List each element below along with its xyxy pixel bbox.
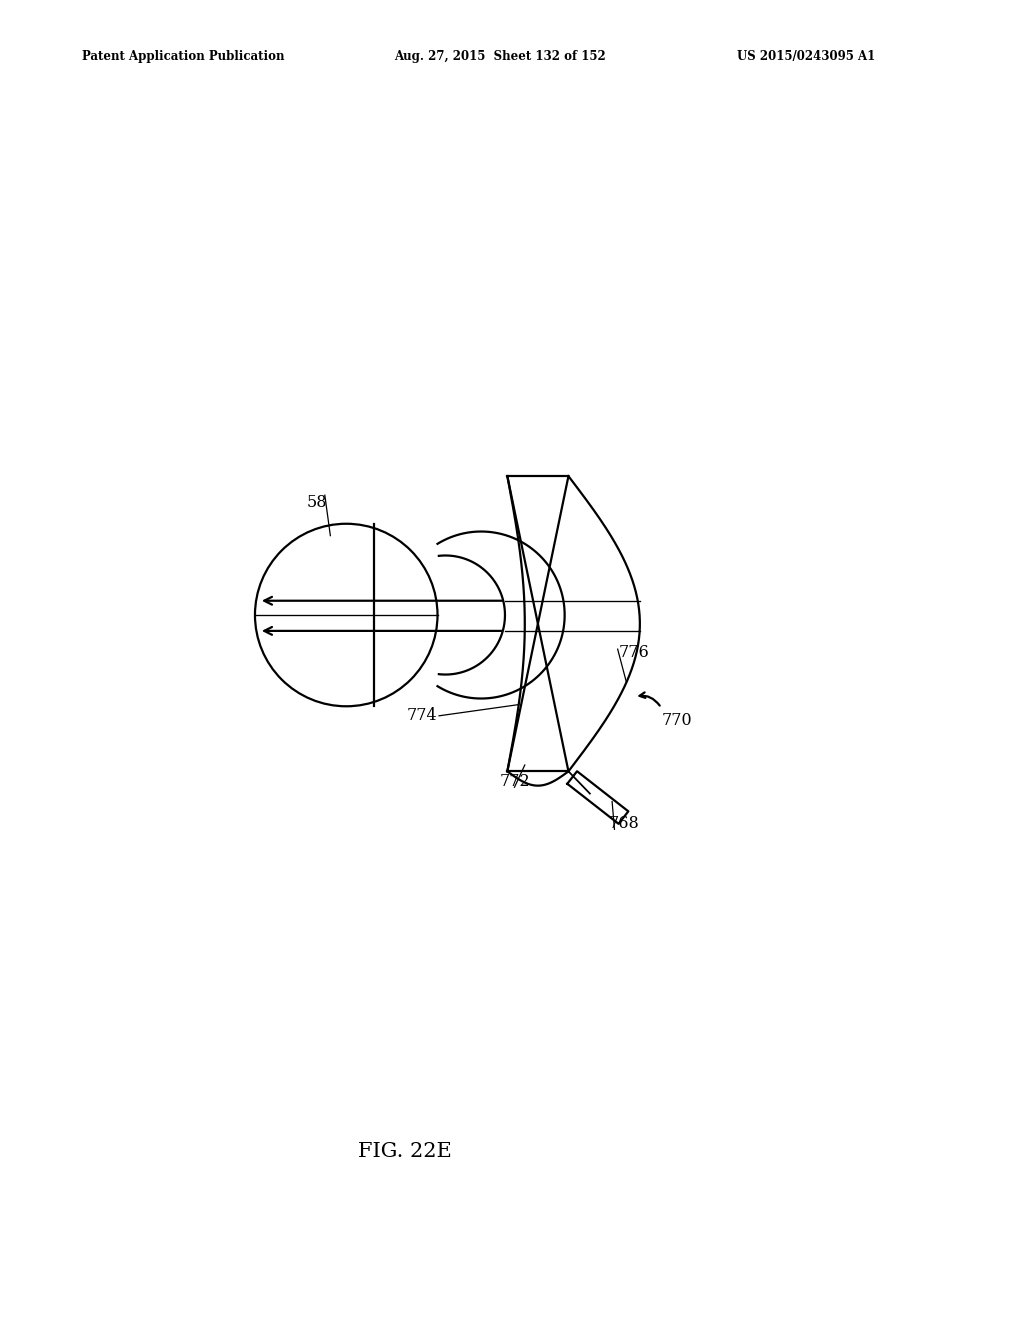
Text: 772: 772 (500, 774, 530, 791)
Text: Patent Application Publication: Patent Application Publication (82, 50, 285, 63)
Text: 770: 770 (662, 711, 692, 729)
Text: 776: 776 (618, 644, 649, 661)
Text: Aug. 27, 2015  Sheet 132 of 152: Aug. 27, 2015 Sheet 132 of 152 (394, 50, 606, 63)
Text: FIG. 22E: FIG. 22E (357, 1142, 452, 1160)
Text: 768: 768 (609, 814, 640, 832)
Text: 58: 58 (306, 494, 327, 511)
Text: 774: 774 (407, 708, 437, 725)
Text: US 2015/0243095 A1: US 2015/0243095 A1 (737, 50, 876, 63)
